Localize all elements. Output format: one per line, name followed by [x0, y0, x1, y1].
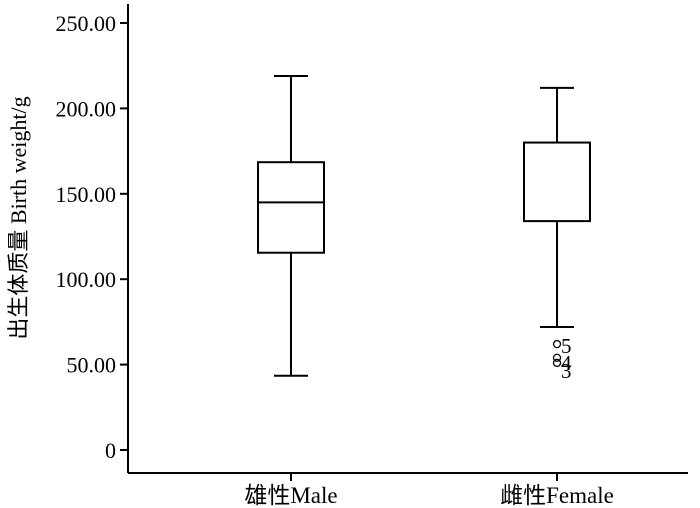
box-iqr — [523, 141, 591, 223]
y-ticks: 0 50.00 100.00 150.00 200.00 250.00 — [56, 11, 128, 463]
y-tick-label: 150.00 — [56, 182, 117, 207]
outlier-point — [552, 339, 562, 349]
outlier-point — [552, 353, 562, 362]
axes — [127, 4, 688, 474]
x-ticks: 雄性Male 雌性Female — [244, 473, 614, 508]
x-category-label: 雌性Female — [500, 483, 614, 508]
outlier-label: 5 — [561, 334, 572, 358]
outliers: 543 — [552, 334, 572, 383]
y-axis-title: 出生体质量 Birth weight/g — [6, 96, 31, 339]
box-iqr — [257, 161, 325, 254]
outlier-label: 4 — [561, 351, 572, 375]
y-tick-label: 100.00 — [56, 267, 117, 292]
x-category-label: 雄性Male — [244, 483, 337, 508]
box-group — [257, 74, 325, 377]
box-group — [523, 86, 591, 329]
y-tick-label: 50.00 — [67, 353, 117, 378]
y-tick-label: 0 — [105, 438, 116, 463]
outlier-point — [552, 358, 562, 368]
boxes — [257, 74, 591, 377]
y-tick-label: 200.00 — [56, 96, 117, 121]
outlier-label: 3 — [561, 359, 572, 383]
y-tick-label: 250.00 — [56, 11, 117, 36]
